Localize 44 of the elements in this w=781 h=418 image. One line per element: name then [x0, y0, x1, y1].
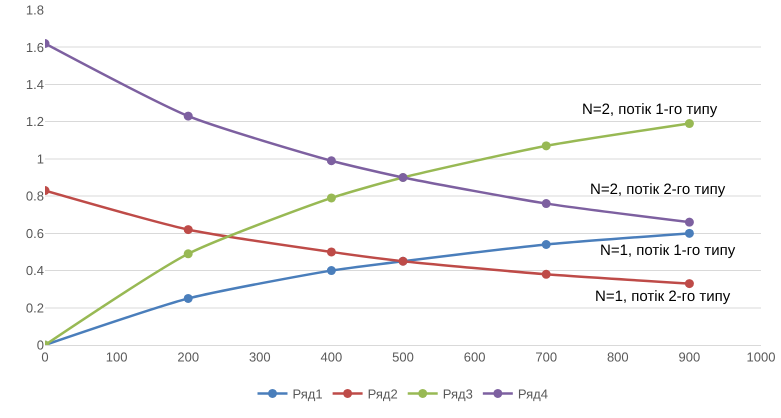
x-tick-label: 100: [106, 350, 128, 365]
x-tick-label: 900: [678, 350, 700, 365]
point: [542, 270, 551, 279]
point: [684, 119, 694, 128]
point: [684, 228, 694, 238]
x-tick-label: 1000: [746, 350, 776, 365]
y-tick-label: 1.8: [26, 2, 44, 18]
annotation: N=1, потік 2-го типу: [595, 288, 731, 305]
point: [684, 218, 694, 227]
point: [184, 112, 193, 121]
annotation: N=2, потік 1-го типу: [582, 101, 718, 118]
legend-label: Ряд3: [442, 386, 473, 402]
x-tick-label: 700: [535, 350, 558, 365]
annotation: N=2, потік 2-го типу: [590, 181, 726, 198]
point: [542, 141, 551, 150]
x-tick-label: 200: [177, 350, 200, 365]
point: [684, 279, 694, 288]
point: [542, 240, 551, 249]
x-tick-label: 800: [606, 350, 629, 365]
x-tick-label: 400: [320, 350, 342, 365]
y-tick-label: 0.4: [26, 263, 44, 278]
y-tick-label: 1.6: [26, 40, 44, 55]
y-tick-label: 1: [36, 151, 44, 166]
point: [542, 199, 551, 208]
x-tick-label: 300: [248, 350, 271, 365]
point: [184, 294, 193, 303]
legend-label: Ряд2: [368, 386, 398, 402]
x-tick-label: 500: [392, 350, 414, 365]
y-tick-label: 1.2: [26, 114, 44, 130]
annotation: N=1, потік 1-го типу: [600, 242, 736, 259]
y-tick-label: 0.2: [26, 300, 44, 316]
legend-label: Ряд1: [292, 386, 323, 402]
legend-label: Ряд4: [518, 386, 548, 402]
point: [326, 266, 336, 276]
y-tick-label: 1.4: [26, 76, 44, 92]
y-tick-label: 0.6: [26, 226, 44, 241]
point: [184, 249, 193, 258]
point: [326, 156, 336, 166]
x-tick-label: 600: [464, 350, 486, 365]
y-tick-label: 0.8: [26, 188, 44, 204]
y-tick-label: 0: [36, 338, 44, 353]
point: [326, 247, 336, 256]
point: [326, 193, 336, 202]
point: [184, 225, 193, 234]
